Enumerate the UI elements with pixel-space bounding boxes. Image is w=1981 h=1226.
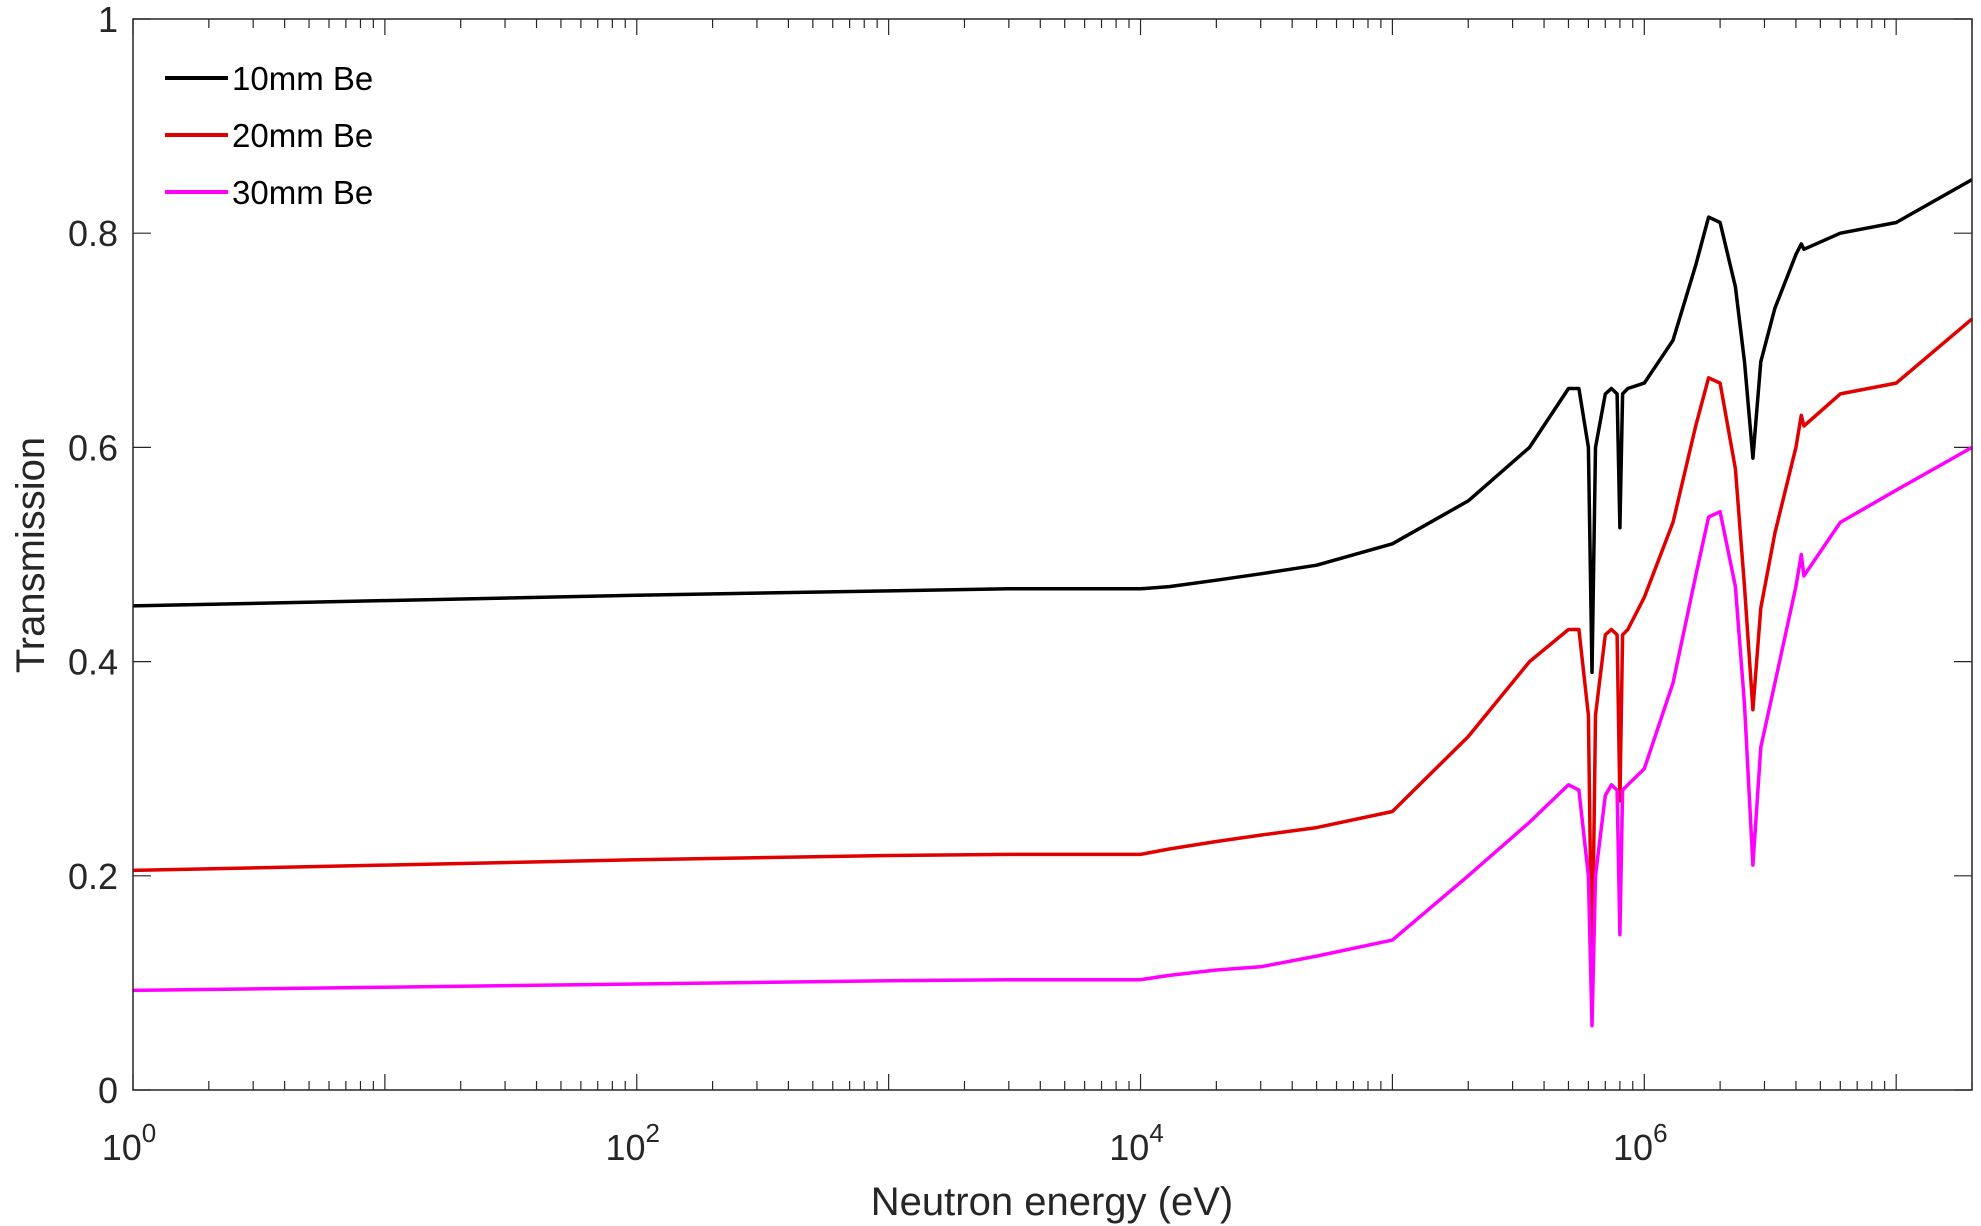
plot-frame <box>132 18 1973 1091</box>
x-tick-label: 100 <box>102 1118 157 1168</box>
y-tick-label: 1 <box>98 0 118 40</box>
series-lines <box>132 178 1974 1028</box>
legend-entry: 10mm Be <box>232 60 373 97</box>
legend-entry: 30mm Be <box>232 174 373 211</box>
y-tick-label: 0.8 <box>68 213 118 254</box>
y-tick-label: 0.4 <box>68 642 118 683</box>
y-tick-label: 0.6 <box>68 427 118 468</box>
y-tick-label: 0.2 <box>68 856 118 897</box>
y-tick-label: 0 <box>98 1070 118 1111</box>
x-axis-label: Neutron energy (eV) <box>871 1180 1233 1224</box>
x-tick-label: 104 <box>1109 1118 1164 1168</box>
series-line-2 <box>132 317 1974 985</box>
legend: 10mm Be 20mm Be 30mm Be <box>165 60 373 211</box>
series-line-1 <box>132 178 1973 675</box>
x-tick-label: 102 <box>606 1118 661 1168</box>
y-axis-label: Transmission <box>9 437 53 673</box>
axis-ticks <box>132 18 1973 1091</box>
legend-entry: 20mm Be <box>232 117 373 154</box>
tick-labels: 100 102 104 106 0 0.2 0.4 0.6 0.8 1 <box>68 0 1668 1168</box>
series-line-3 <box>132 445 1973 1028</box>
x-tick-label: 106 <box>1613 1118 1668 1168</box>
